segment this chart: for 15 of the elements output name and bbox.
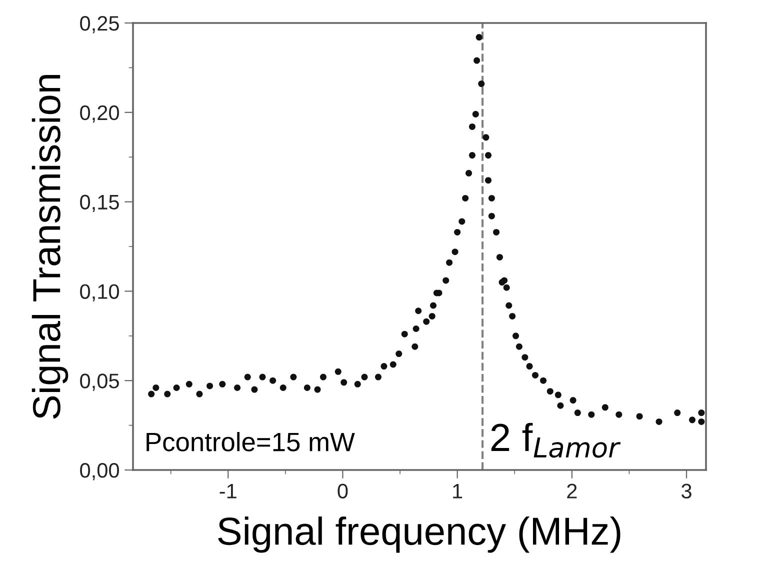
y-tick-label: 0,25 [80, 16, 119, 34]
y-tick-label: 0,20 [80, 105, 119, 123]
y-tick-label: 0,00 [80, 463, 119, 480]
y-tick-label: 0,15 [80, 194, 119, 212]
x-tick-label: -1 [220, 484, 236, 498]
y-axis-title: Signal Transmission [32, 75, 68, 419]
y-tick-label: 0,05 [80, 374, 119, 391]
x-axis-title: Signal frequency (MHz) [218, 516, 620, 553]
x-tick-label: 2 [567, 484, 577, 498]
x-tick-label: 1 [453, 484, 462, 498]
ref-line-label: 2 f$_{Lamor}$ [491, 422, 621, 458]
x-tick-label: 3 [682, 484, 692, 498]
y-tick-label: 0,10 [80, 284, 119, 302]
x-tick-label: 0 [338, 484, 348, 498]
annotation: Pcontrole=15 mW [146, 432, 355, 452]
